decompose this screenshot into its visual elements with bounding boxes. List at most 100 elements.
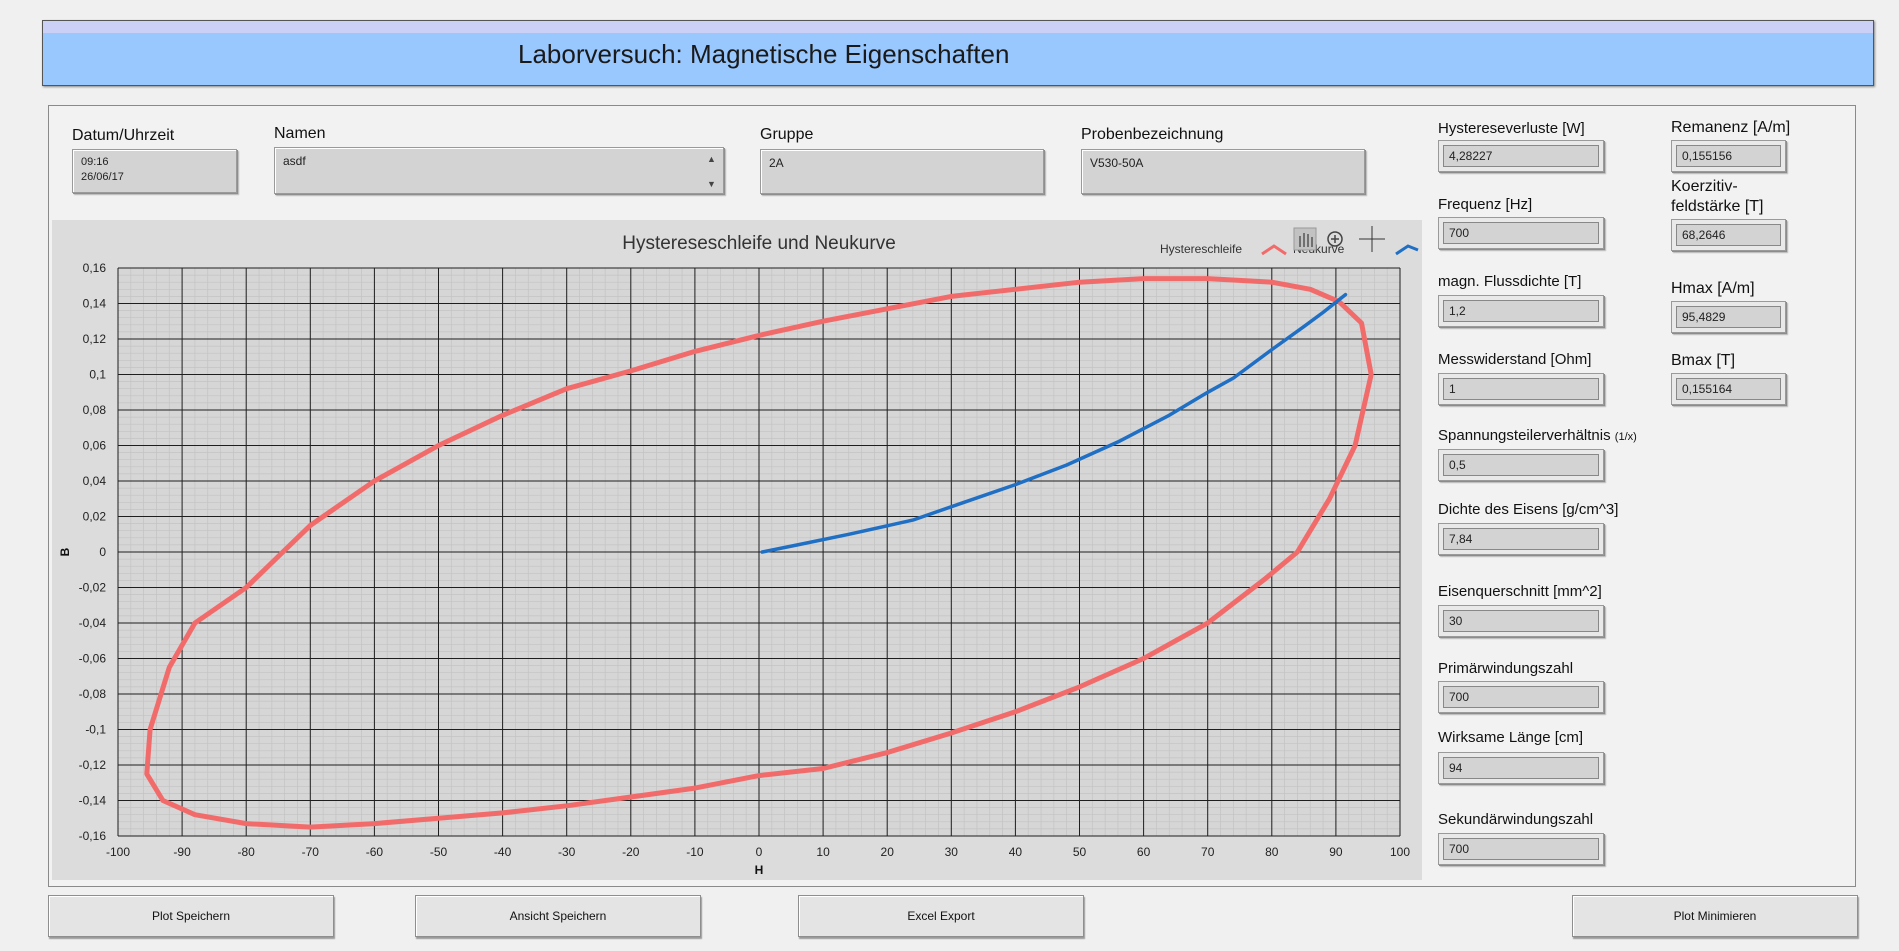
x-tick-label: 80 — [1265, 845, 1279, 859]
y-tick-label: -0,14 — [79, 794, 107, 808]
param-value: 7,84 — [1443, 528, 1599, 550]
result-field: 0,155156 — [1671, 140, 1786, 172]
x-tick-label: -10 — [686, 845, 704, 859]
probe-field[interactable]: V530-50A — [1081, 149, 1365, 194]
x-axis-label: H — [755, 863, 764, 877]
param-label: Frequenz [Hz] — [1438, 196, 1533, 213]
param-field[interactable]: 700 — [1438, 217, 1604, 249]
result-field: 0,155164 — [1671, 373, 1786, 405]
scroll-down-icon[interactable]: ▼ — [707, 179, 716, 189]
namen-value: asdf — [283, 154, 306, 168]
x-tick-label: -20 — [622, 845, 640, 859]
param-value: 700 — [1443, 686, 1599, 708]
scroll-up-icon[interactable]: ▲ — [707, 154, 716, 164]
y-tick-label: 0,12 — [83, 332, 107, 346]
result-label: Bmax [T] — [1671, 352, 1736, 369]
x-tick-label: 50 — [1073, 845, 1087, 859]
y-tick-label: 0,06 — [83, 439, 107, 453]
result-value: 68,2646 — [1676, 224, 1781, 246]
x-tick-label: 30 — [945, 845, 959, 859]
result-field: 68,2646 — [1671, 219, 1786, 251]
param-value: 94 — [1443, 757, 1599, 779]
y-tick-label: 0,1 — [89, 368, 106, 382]
legend-swatch — [1395, 244, 1419, 256]
excel-export-button[interactable]: Excel Export — [798, 895, 1084, 937]
legend-label: Hystereschleife — [1160, 242, 1242, 256]
x-tick-label: -50 — [430, 845, 448, 859]
y-tick-label: 0,16 — [83, 261, 107, 275]
param-label-suffix: (1/x) — [1614, 431, 1637, 443]
probe-label: Probenbezeichnung — [1081, 126, 1224, 143]
y-tick-label: -0,16 — [79, 829, 107, 843]
result-field: 95,4829 — [1671, 301, 1786, 333]
namen-field[interactable]: asdf ▲ ▼ — [274, 147, 724, 194]
param-field[interactable]: 700 — [1438, 681, 1604, 713]
datum-field[interactable]: 09:16 26/06/17 — [72, 149, 237, 193]
y-tick-label: -0,08 — [79, 687, 107, 701]
param-value: 1,2 — [1443, 300, 1599, 322]
param-field[interactable]: 30 — [1438, 605, 1604, 637]
param-field[interactable]: 700 — [1438, 833, 1604, 865]
title-bar-strip — [43, 21, 1873, 33]
y-tick-label: -0,1 — [85, 723, 106, 737]
hand-icon — [1299, 233, 1313, 247]
zoom-plus-icon — [1331, 235, 1339, 243]
y-tick-label: 0 — [99, 545, 106, 559]
param-label-text: Spannungsteilerverhältnis — [1438, 427, 1611, 444]
result-label: Hmax [A/m] — [1671, 280, 1755, 297]
x-tick-label: -40 — [494, 845, 512, 859]
param-field[interactable]: 0,5 — [1438, 449, 1604, 481]
param-label: Eisenquerschnitt [mm^2] — [1438, 583, 1602, 600]
param-field[interactable]: 7,84 — [1438, 523, 1604, 555]
x-tick-label: -100 — [106, 845, 130, 859]
plot-minimize-button[interactable]: Plot Minimieren — [1572, 895, 1858, 937]
x-tick-label: 40 — [1009, 845, 1023, 859]
param-value: 4,28227 — [1443, 145, 1599, 167]
x-tick-label: -90 — [173, 845, 191, 859]
param-label: Primärwindungszahl — [1438, 660, 1574, 677]
zoom-icon — [1327, 231, 1343, 247]
param-field[interactable]: 4,28227 — [1438, 140, 1604, 172]
param-label: Hystereseverluste [W] — [1438, 120, 1585, 137]
cursor-tool-icon — [1359, 226, 1385, 252]
app-title: Laborversuch: Magnetische Eigenschaften — [518, 39, 1010, 69]
param-label: Sekundärwindungszahl — [1438, 811, 1594, 828]
x-tick-label: 60 — [1137, 845, 1151, 859]
result-label-line2: feldstärke [T] — [1671, 198, 1764, 215]
y-tick-label: 0,04 — [83, 474, 107, 488]
result-value: 0,155164 — [1676, 378, 1781, 400]
param-label: Dichte des Eisens [g/cm^3] — [1438, 501, 1619, 518]
param-value: 700 — [1443, 838, 1599, 860]
param-field[interactable]: 94 — [1438, 752, 1604, 784]
y-tick-label: 0,08 — [83, 403, 107, 417]
param-label: magn. Flussdichte [T] — [1438, 273, 1582, 290]
namen-label: Namen — [274, 125, 326, 142]
probe-value: V530-50A — [1090, 156, 1144, 170]
neukurve-line — [760, 292, 1348, 554]
result-value: 0,155156 — [1676, 145, 1781, 167]
x-tick-label: -30 — [558, 845, 576, 859]
x-tick-label: 90 — [1329, 845, 1343, 859]
param-value: 1 — [1443, 378, 1599, 400]
datum-value: 09:16 26/06/17 — [81, 156, 124, 183]
param-value: 700 — [1443, 222, 1599, 244]
hysteresis-loop-line — [144, 276, 1374, 830]
result-label: Remanenz [A/m] — [1671, 119, 1791, 136]
param-field[interactable]: 1,2 — [1438, 295, 1604, 327]
namen-scrollbar[interactable]: ▲ ▼ — [707, 152, 717, 189]
view-save-button[interactable]: Ansicht Speichern — [415, 895, 701, 937]
hysteresis-graph[interactable]: -100 -90 -80 -70 -60 -50 -40 -30 -20 -10 0 10 20 30 40… — [52, 220, 1422, 880]
x-tick-label: -60 — [366, 845, 384, 859]
datum-label: Datum/Uhrzeit — [72, 127, 175, 144]
y-axis-label: B — [58, 547, 72, 556]
x-tick-label: 20 — [881, 845, 895, 859]
x-tick-label: 100 — [1390, 845, 1410, 859]
y-tick-label: 0,02 — [83, 510, 107, 524]
param-field[interactable]: 1 — [1438, 373, 1604, 405]
result-label: Koerzitiv- — [1671, 178, 1738, 195]
y-tick-label: -0,02 — [79, 581, 107, 595]
gruppe-field[interactable]: 2A — [760, 149, 1044, 194]
chart-svg: -100 -90 -80 -70 -60 -50 -40 -30 -20 -10 0 10 20 30 40… — [58, 226, 1419, 877]
param-label: Wirksame Länge [cm] — [1438, 729, 1584, 746]
plot-save-button[interactable]: Plot Speichern — [48, 895, 334, 937]
